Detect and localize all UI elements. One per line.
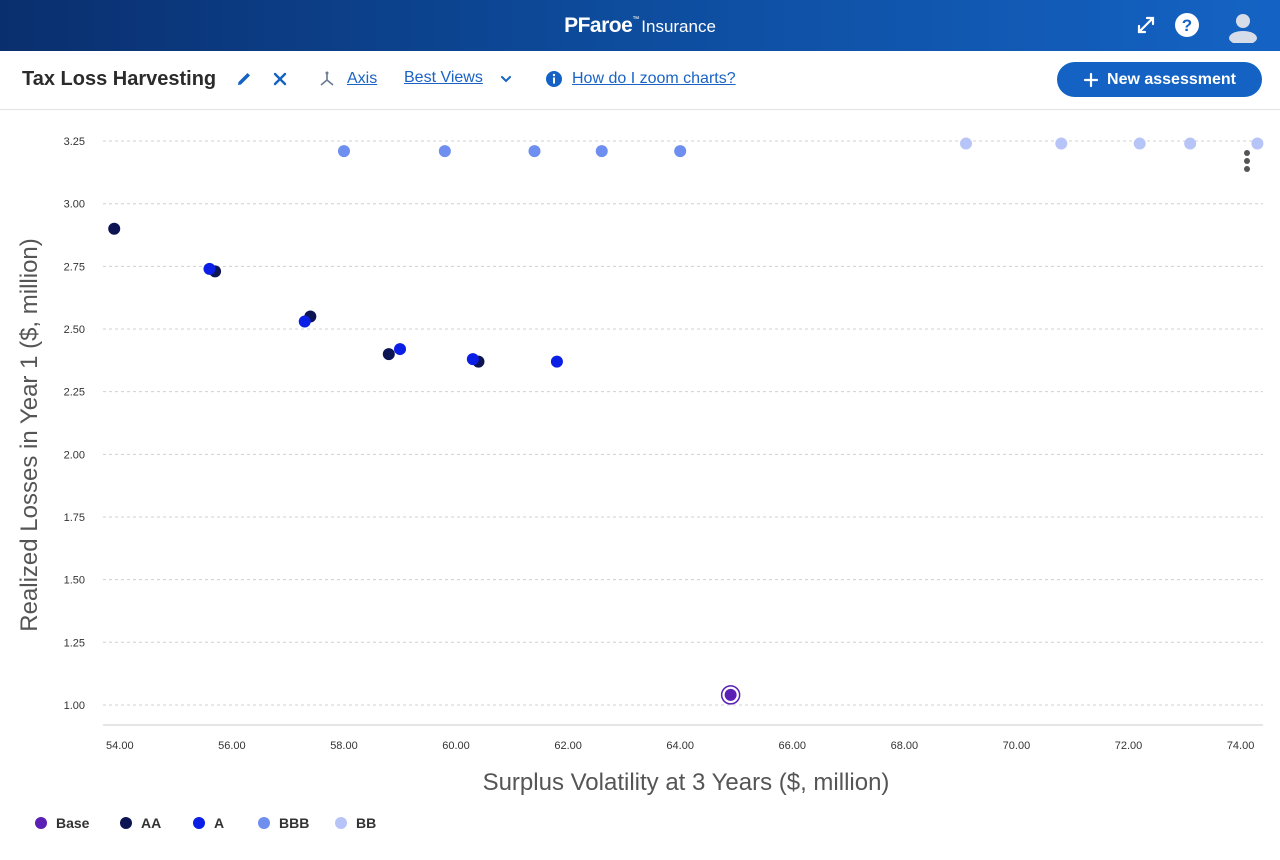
y-tick-label: 1.25 bbox=[64, 637, 85, 649]
legend-item-a[interactable]: A bbox=[193, 815, 224, 831]
data-point-a[interactable] bbox=[550, 355, 563, 368]
data-point-bb[interactable] bbox=[1251, 137, 1264, 150]
data-point-bbb[interactable] bbox=[528, 145, 541, 158]
x-tick-label: 68.00 bbox=[891, 740, 919, 752]
legend-label: AA bbox=[141, 815, 161, 831]
y-axis-label: Realized Losses in Year 1 ($, million) bbox=[16, 238, 43, 632]
x-tick-label: 70.00 bbox=[1003, 740, 1031, 752]
data-point-bb[interactable] bbox=[1184, 137, 1197, 150]
legend-label: A bbox=[214, 815, 224, 831]
legend-marker bbox=[258, 817, 270, 829]
x-tick-label: 66.00 bbox=[779, 740, 807, 752]
info-icon bbox=[543, 68, 565, 90]
legend-label: BB bbox=[356, 815, 376, 831]
y-tick-label: 2.00 bbox=[64, 449, 85, 461]
edit-icon[interactable] bbox=[233, 68, 255, 90]
help-icon[interactable]: ? bbox=[1172, 10, 1202, 40]
legend-marker bbox=[335, 817, 347, 829]
new-assessment-label: New assessment bbox=[1107, 70, 1236, 88]
legend-marker bbox=[35, 817, 47, 829]
legend-label: BBB bbox=[279, 815, 309, 831]
chart-svg[interactable]: 1.00 1.25 1.50 1.75 2.00 2.25 2.50 2.75 3.00 3.25… bbox=[0, 111, 1280, 855]
data-point-a[interactable] bbox=[203, 262, 216, 275]
zoom-help-link[interactable]: How do I zoom charts? bbox=[572, 70, 736, 87]
y-tick-label: 3.00 bbox=[64, 199, 85, 211]
data-point-bb[interactable] bbox=[1133, 137, 1146, 150]
close-icon[interactable] bbox=[269, 68, 291, 90]
data-point-base[interactable] bbox=[724, 688, 737, 701]
scatter-chart: 1.00 1.25 1.50 1.75 2.00 2.25 2.50 2.75 3.00 3.25… bbox=[0, 111, 1280, 855]
axis-link[interactable]: Axis bbox=[347, 70, 378, 87]
y-tick-label: 2.25 bbox=[64, 387, 85, 399]
best-views-dropdown[interactable]: Best Views bbox=[404, 69, 483, 86]
data-point-a[interactable] bbox=[298, 315, 311, 328]
legend-item-bbb[interactable]: BBB bbox=[258, 815, 309, 831]
plus-icon bbox=[1083, 72, 1099, 87]
y-axis-ticks: 1.00 1.25 1.50 1.75 2.00 2.25 2.50 2.75 3.00 3.25 bbox=[64, 136, 85, 712]
expand-icon[interactable] bbox=[1131, 10, 1161, 40]
x-tick-label: 60.00 bbox=[442, 740, 470, 752]
x-tick-label: 58.00 bbox=[330, 740, 358, 752]
x-tick-label: 74.00 bbox=[1227, 740, 1255, 752]
legend-label: Base bbox=[56, 815, 90, 831]
data-point-bb[interactable] bbox=[959, 137, 972, 150]
x-tick-label: 54.00 bbox=[106, 740, 134, 752]
x-tick-label: 62.00 bbox=[554, 740, 582, 752]
data-point-a[interactable] bbox=[394, 343, 407, 356]
data-point-aa[interactable] bbox=[382, 348, 395, 361]
legend[interactable]: Base AA A BBB BB bbox=[35, 815, 376, 831]
y-tick-label: 2.50 bbox=[64, 324, 85, 336]
data-point-bb[interactable] bbox=[1055, 137, 1068, 150]
x-tick-label: 56.00 bbox=[218, 740, 246, 752]
y-tick-label: 2.75 bbox=[64, 261, 85, 273]
page-title: Tax Loss Harvesting bbox=[22, 68, 217, 90]
svg-text:?: ? bbox=[1182, 16, 1192, 35]
legend-item-aa[interactable]: AA bbox=[120, 815, 161, 831]
data-point-aa[interactable] bbox=[108, 222, 121, 235]
data-point-bbb[interactable] bbox=[438, 145, 451, 158]
axis-icon[interactable] bbox=[316, 68, 338, 90]
toolbar: Tax Loss Harvesting Axis Best Views How … bbox=[0, 51, 1280, 110]
y-tick-label: 1.50 bbox=[64, 575, 85, 587]
legend-item-base[interactable]: Base bbox=[35, 815, 90, 831]
x-tick-label: 72.00 bbox=[1115, 740, 1143, 752]
grid-lines bbox=[103, 140, 1263, 706]
y-tick-label: 1.75 bbox=[64, 512, 85, 524]
new-assessment-button[interactable]: New assessment bbox=[1057, 62, 1262, 97]
data-point-bbb[interactable] bbox=[337, 145, 350, 158]
y-tick-label: 3.25 bbox=[64, 136, 85, 148]
y-tick-label: 1.00 bbox=[64, 700, 85, 712]
legend-marker bbox=[120, 817, 132, 829]
top-bar bbox=[0, 0, 1280, 51]
user-avatar-icon[interactable] bbox=[1226, 9, 1260, 43]
legend-marker bbox=[193, 817, 205, 829]
x-axis-label: Surplus Volatility at 3 Years ($, millio… bbox=[483, 769, 890, 796]
x-tick-label: 64.00 bbox=[666, 740, 694, 752]
data-point-bbb[interactable] bbox=[674, 145, 687, 158]
more-options-icon[interactable] bbox=[1244, 150, 1250, 172]
data-point-bbb[interactable] bbox=[595, 145, 608, 158]
x-axis-ticks: 54.00 56.00 58.00 60.00 62.00 64.00 66.00 68.00… bbox=[106, 740, 1254, 752]
chevron-down-icon[interactable] bbox=[495, 68, 517, 90]
legend-item-bb[interactable]: BB bbox=[335, 815, 376, 831]
data-point-a[interactable] bbox=[466, 353, 479, 366]
data-points[interactable] bbox=[108, 137, 1264, 705]
